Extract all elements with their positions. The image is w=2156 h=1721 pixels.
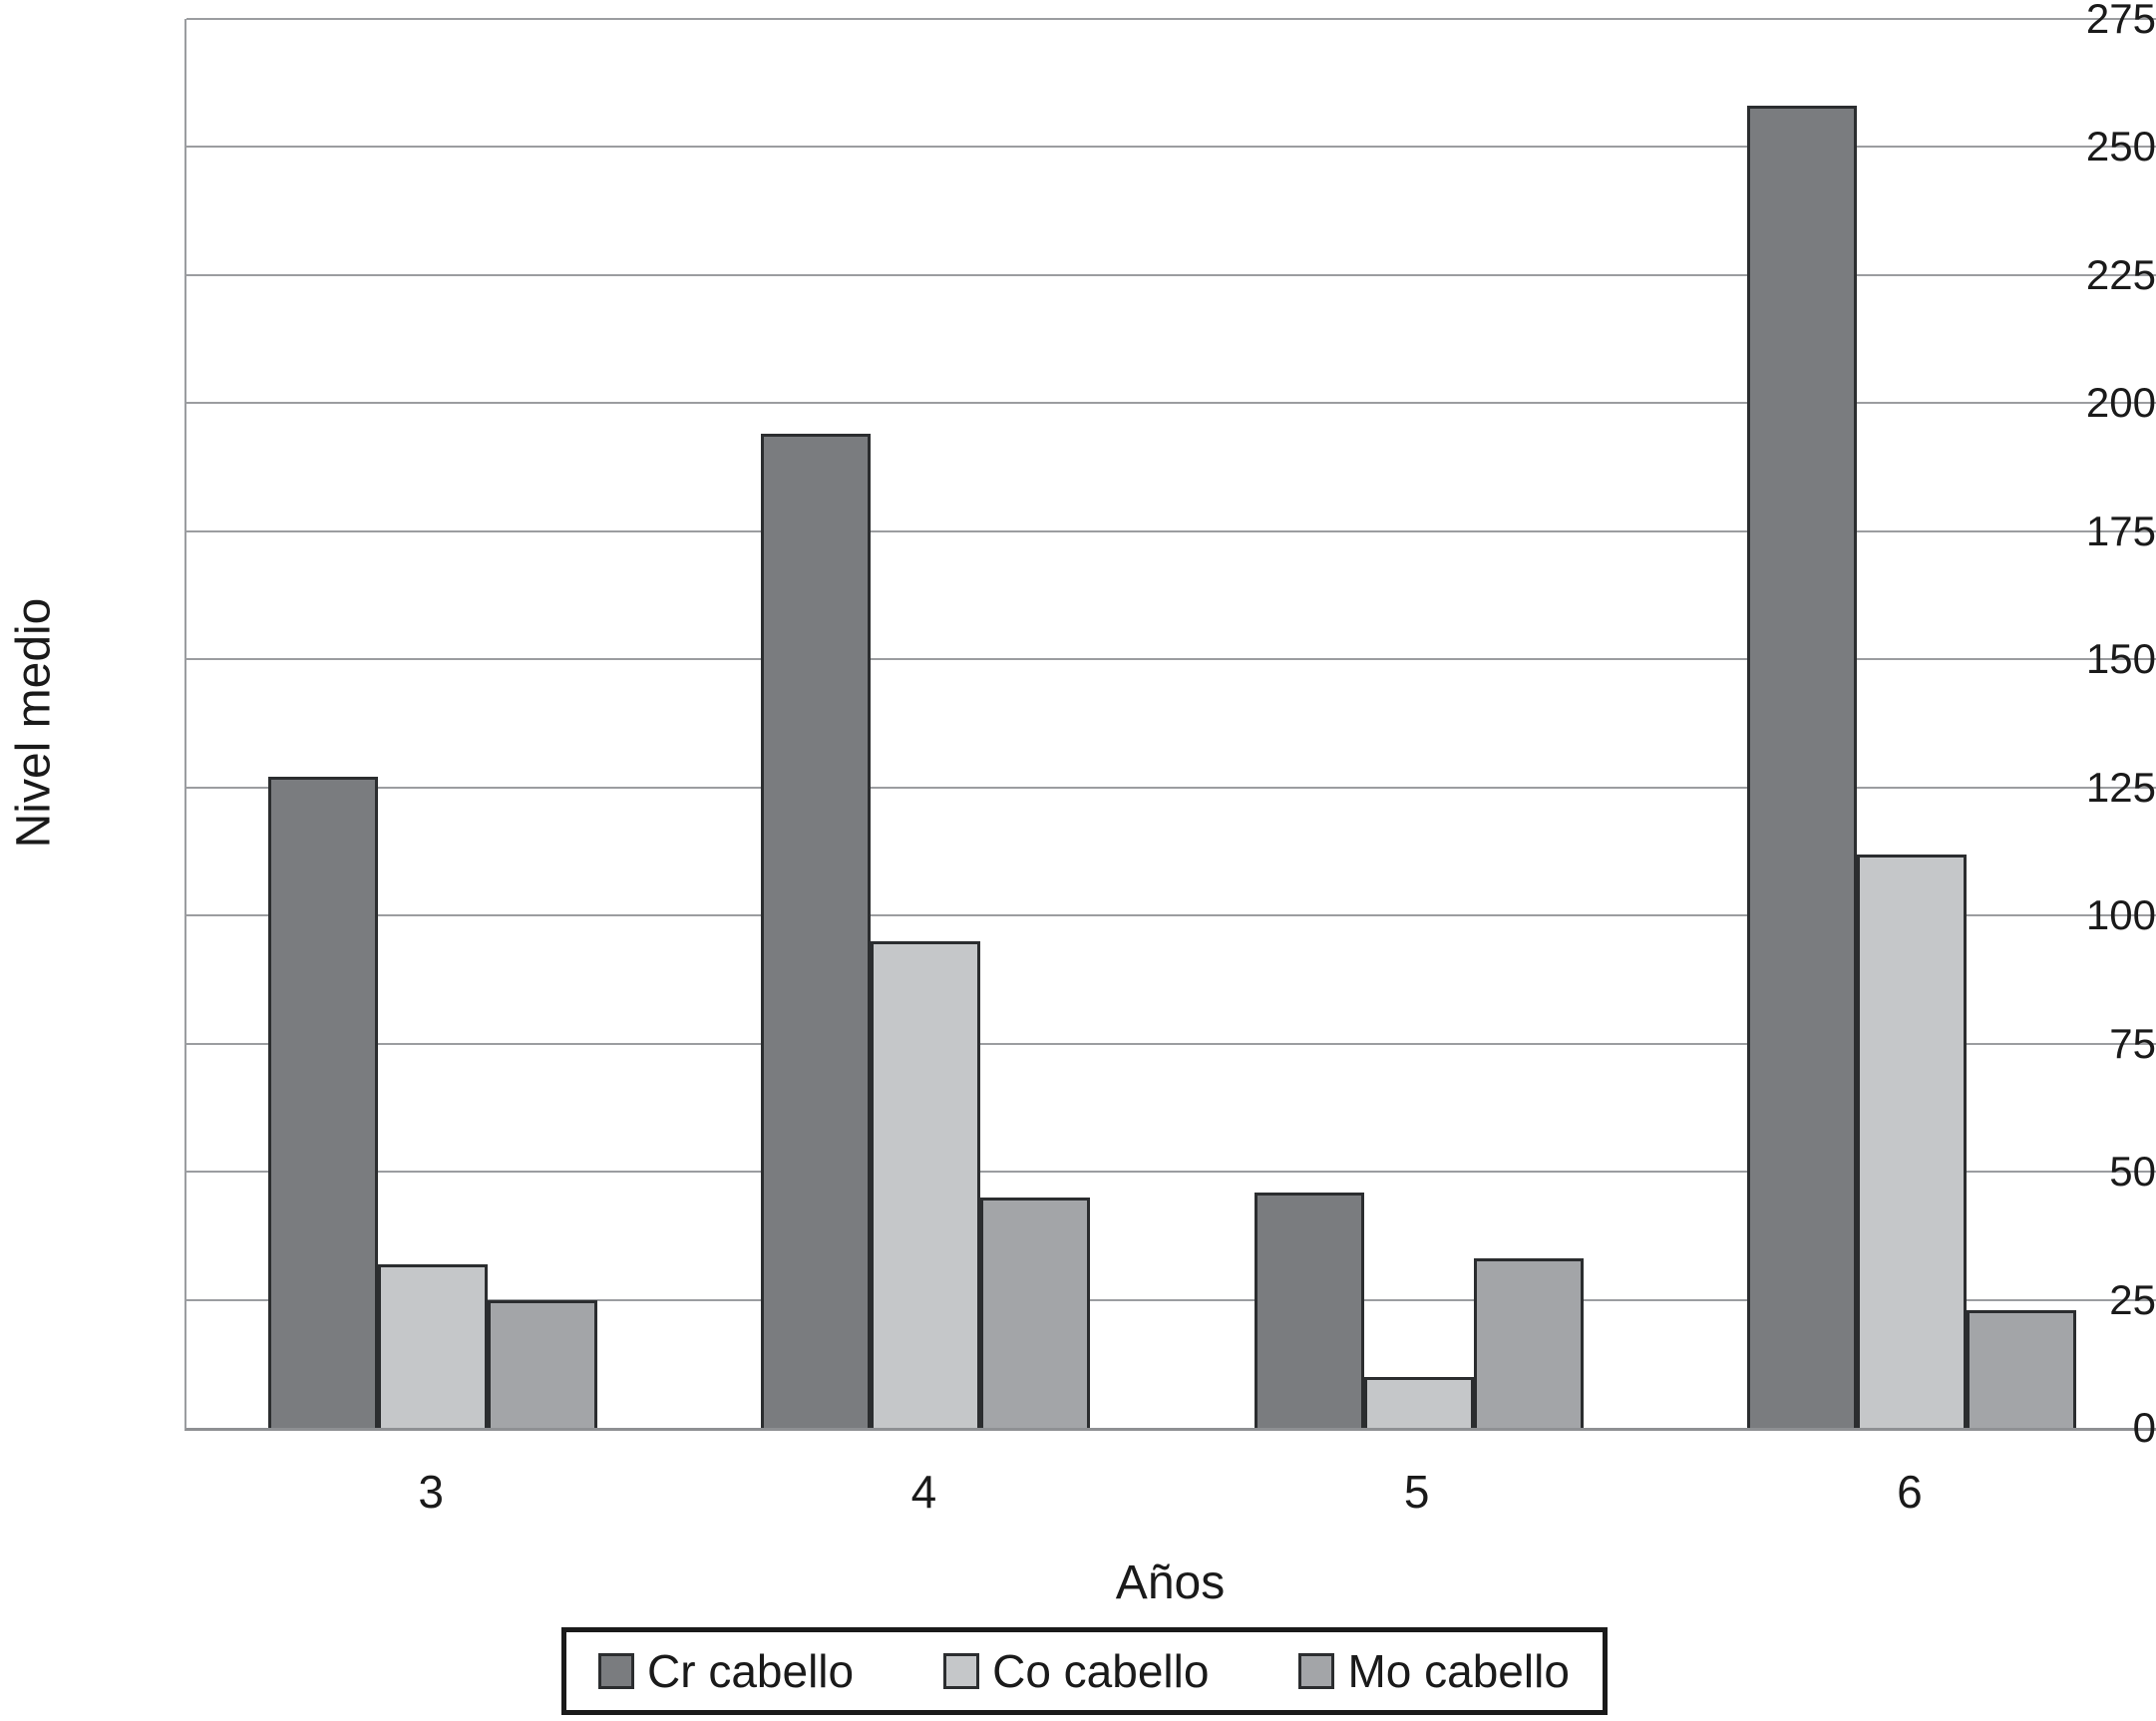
y-tick-label: 250	[2085, 123, 2156, 171]
y-tick-label: 275	[2085, 0, 2156, 42]
gridline	[186, 146, 2156, 149]
y-tick-label: 75	[2109, 1019, 2156, 1067]
bar-mo-year-5	[1473, 1258, 1584, 1428]
x-tick-label: 4	[910, 1466, 937, 1518]
bar-mo-year-6	[1966, 1309, 2076, 1428]
bar-cr-year-5	[1254, 1192, 1364, 1428]
bar-co-year-6	[1856, 854, 1967, 1428]
gridline	[186, 1298, 2156, 1301]
bar-co-year-5	[1363, 1376, 1474, 1428]
legend-swatch-icon	[943, 1653, 980, 1689]
x-tick-label: 5	[1403, 1466, 1430, 1518]
gridline	[186, 786, 2156, 789]
bar-mo-year-3	[488, 1299, 598, 1428]
legend-swatch-icon	[598, 1653, 634, 1689]
y-tick-label: 0	[2132, 1404, 2156, 1451]
x-tick-label: 6	[1897, 1466, 1923, 1518]
bar-co-year-4	[871, 940, 981, 1428]
x-axis-title: Años	[1115, 1556, 1226, 1609]
y-tick-label: 225	[2085, 250, 2156, 298]
gridline	[186, 1171, 2156, 1174]
plot-area	[184, 18, 2156, 1431]
bar-cr-year-3	[268, 777, 379, 1428]
legend-label: Mo cabello	[1347, 1645, 1570, 1697]
y-axis-title: Nivel medio	[7, 597, 61, 849]
legend-item: Mo cabello	[1298, 1645, 1570, 1697]
y-tick-label: 200	[2085, 379, 2156, 427]
legend: Cr cabello Co cabello Mo cabello	[561, 1627, 1608, 1715]
gridline	[186, 658, 2156, 661]
y-tick-label: 150	[2085, 635, 2156, 683]
legend-label: Co cabello	[992, 1645, 1210, 1697]
bar-cr-year-4	[761, 434, 872, 1428]
bar-co-year-3	[378, 1263, 489, 1428]
gridline	[186, 529, 2156, 532]
legend-item: Cr cabello	[598, 1646, 854, 1696]
gridline	[186, 1042, 2156, 1045]
gridline	[186, 273, 2156, 276]
legend-item: Co cabello	[943, 1646, 1209, 1696]
gridline	[186, 18, 2156, 20]
x-tick-label: 3	[418, 1466, 444, 1518]
gridline	[186, 914, 2156, 917]
y-tick-label: 175	[2085, 507, 2156, 554]
gridline	[186, 402, 2156, 405]
y-tick-label: 125	[2085, 763, 2156, 811]
y-tick-label: 50	[2109, 1148, 2156, 1196]
legend-label: Cr cabello	[647, 1645, 855, 1697]
y-tick-label: 100	[2085, 891, 2156, 939]
bar-mo-year-4	[980, 1197, 1091, 1428]
y-tick-label: 25	[2109, 1275, 2156, 1323]
legend-swatch-icon	[1298, 1653, 1335, 1689]
bar-cr-year-6	[1746, 106, 1857, 1428]
